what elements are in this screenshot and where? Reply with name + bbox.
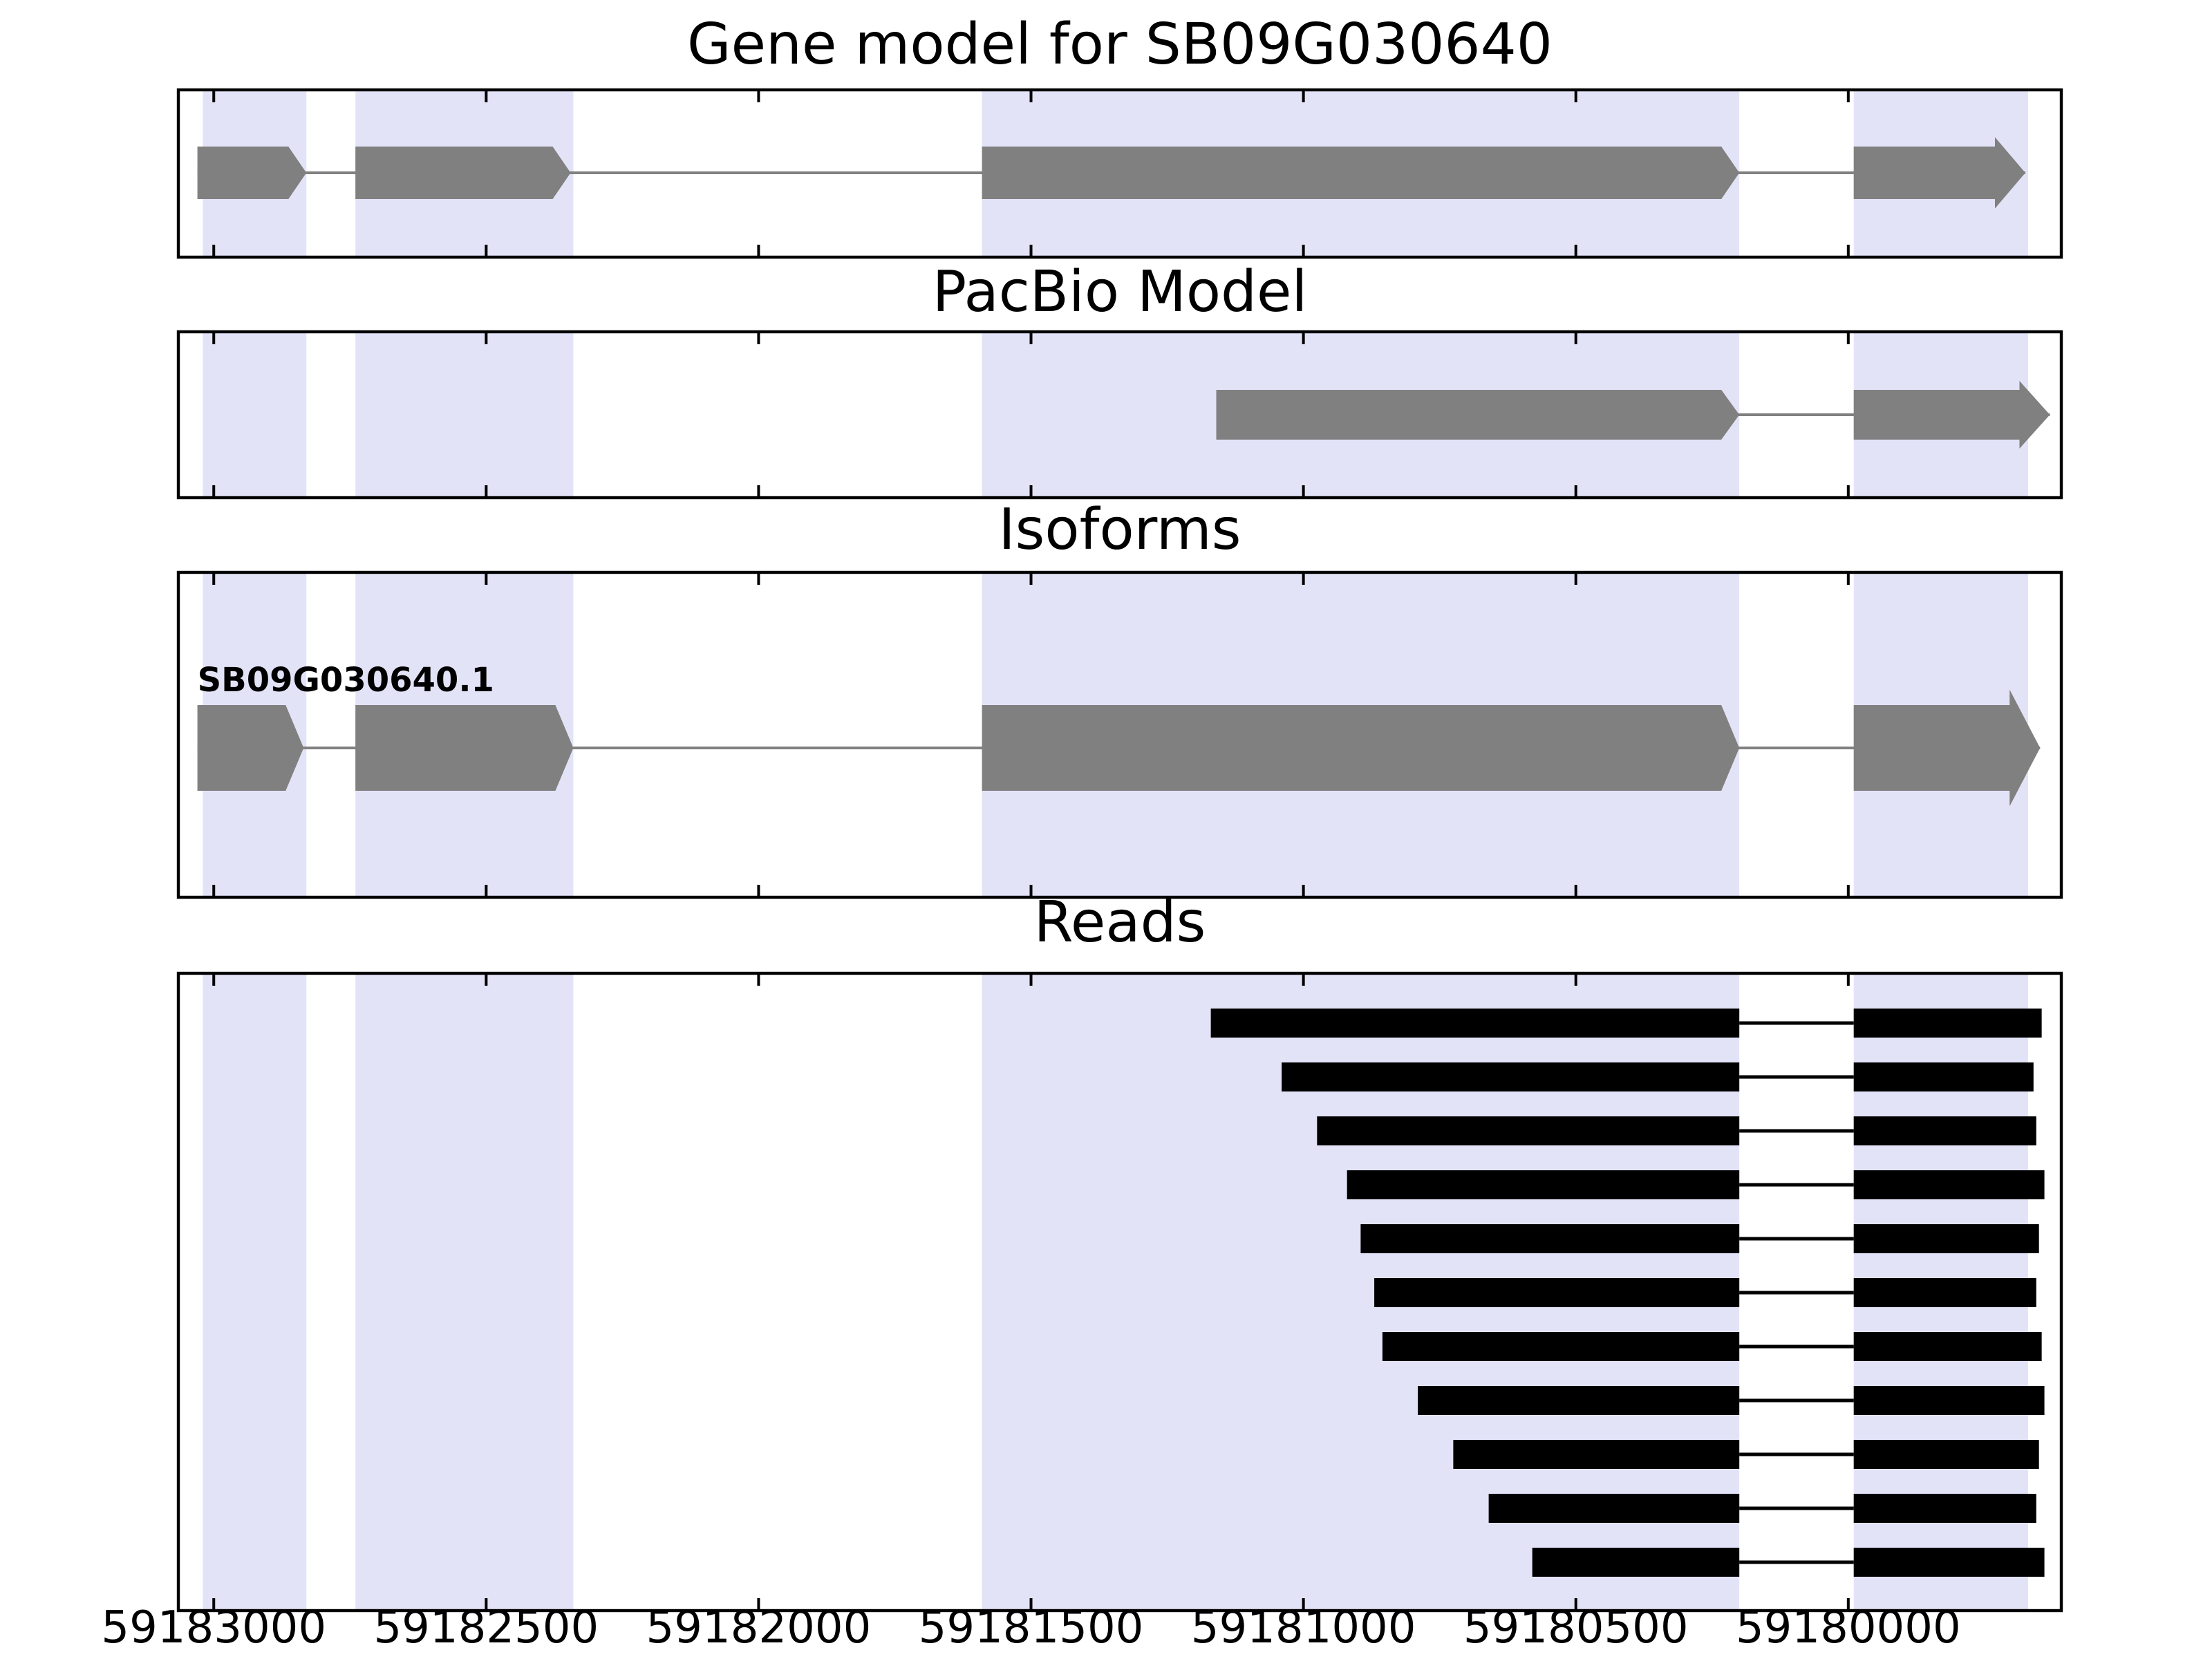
isoform-label: SB09G030640.1: [198, 661, 494, 700]
read-segment: [1374, 1278, 1740, 1307]
exon: [1853, 137, 2025, 209]
exon: [1853, 689, 2041, 807]
read-segment: [1853, 1386, 2045, 1415]
read-segment: [1418, 1386, 1740, 1415]
read-segment: [1853, 1116, 2036, 1145]
panel-border: [176, 971, 2063, 1613]
highlight-band: [355, 973, 574, 1611]
x-tick-label: 59181000: [1191, 1602, 1416, 1653]
exon: [982, 705, 1740, 791]
x-tick-label: 59183000: [101, 1602, 326, 1653]
highlight-band: [203, 973, 307, 1611]
highlight-band: [355, 332, 574, 498]
panel-title-reads: Reads: [1034, 890, 1206, 955]
read-segment: [1532, 1548, 1740, 1577]
panel-title-pacbio-model: PacBio Model: [932, 259, 1308, 325]
read-segment: [1853, 1170, 2045, 1199]
exon: [982, 147, 1740, 199]
read-segment: [1853, 1278, 2036, 1307]
x-tick-label: 59180000: [1736, 1602, 1961, 1653]
panel-border: [176, 88, 2063, 259]
exon: [197, 147, 307, 199]
read-segment: [1347, 1170, 1740, 1199]
read-segment: [1853, 1224, 2039, 1253]
read-segment: [1853, 1009, 2042, 1038]
panel-pacbio-model: PacBio Model: [176, 259, 2063, 500]
x-tick-label: 59182500: [373, 1602, 599, 1653]
exon: [197, 705, 304, 791]
x-tick-label: 59182000: [646, 1602, 872, 1653]
read-segment: [1360, 1224, 1740, 1253]
read-segment: [1382, 1332, 1740, 1361]
panel-title-gene-model: Gene model for SB09G030640: [687, 12, 1553, 77]
read-segment: [1853, 1440, 2039, 1469]
read-segment: [1317, 1116, 1740, 1145]
panel-border: [176, 330, 2063, 500]
x-tick-label: 59180500: [1463, 1602, 1689, 1653]
x-tick-label: 59181500: [919, 1602, 1144, 1653]
exon: [355, 147, 571, 199]
exon: [1853, 381, 2050, 449]
panel-reads: Reads: [176, 890, 2063, 1613]
read-segment: [1853, 1494, 2036, 1523]
read-segment: [1210, 1009, 1740, 1038]
read-segment: [1453, 1440, 1740, 1469]
read-segment: [1488, 1494, 1740, 1523]
panel-gene-model: Gene model for SB09G030640: [176, 12, 2063, 259]
exon: [355, 705, 574, 791]
read-segment: [1282, 1062, 1740, 1091]
read-segment: [1853, 1062, 2034, 1091]
panel-border: [176, 570, 2063, 899]
panel-title-isoforms: Isoforms: [999, 497, 1241, 563]
exon: [1216, 390, 1740, 440]
read-segment: [1853, 1332, 2042, 1361]
panel-isoforms: Isoforms SB09G030640.1: [176, 497, 2063, 899]
read-segment: [1853, 1548, 2045, 1577]
highlight-band: [203, 332, 307, 498]
